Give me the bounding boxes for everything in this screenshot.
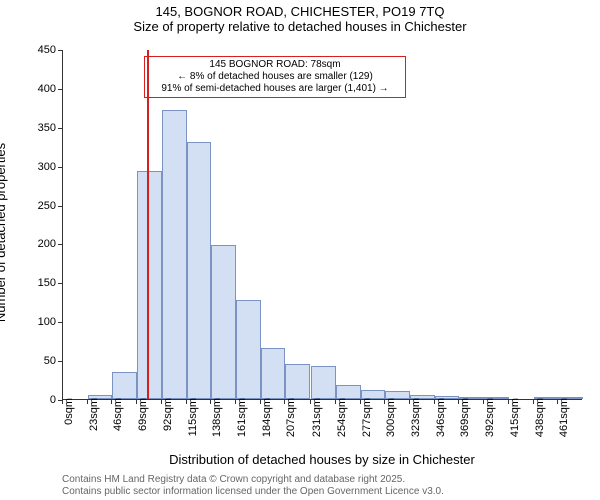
annotation-line1: 145 BOGNOR ROAD: 78sqm <box>149 59 401 71</box>
y-tick-label: 400 <box>16 83 56 95</box>
y-tick-mark <box>58 89 62 90</box>
x-tick-label: 392sqm <box>484 398 496 448</box>
y-tick-label: 100 <box>16 316 56 328</box>
x-tick-label: 346sqm <box>435 398 447 448</box>
y-tick-mark <box>58 206 62 207</box>
x-tick-label: 277sqm <box>361 398 373 448</box>
histogram-bar <box>311 366 336 399</box>
y-tick-label: 300 <box>16 161 56 173</box>
y-tick-mark <box>58 322 62 323</box>
footer-line1: Contains HM Land Registry data © Crown c… <box>62 474 444 486</box>
x-tick-label: 231sqm <box>311 398 323 448</box>
plot-box <box>62 50 582 400</box>
y-tick-label: 450 <box>16 44 56 56</box>
x-tick-label: 369sqm <box>459 398 471 448</box>
x-tick-label: 23sqm <box>88 398 100 448</box>
x-tick-label: 115sqm <box>187 398 199 448</box>
annotation-line2: ← 8% of detached houses are smaller (129… <box>149 71 401 83</box>
y-tick-label: 150 <box>16 277 56 289</box>
histogram-bar <box>211 245 236 399</box>
histogram-bar <box>112 372 137 399</box>
y-axis-label: Number of detached properties <box>0 143 8 322</box>
y-tick-label: 200 <box>16 238 56 250</box>
y-tick-mark <box>58 283 62 284</box>
annotation-line3: 91% of semi-detached houses are larger (… <box>149 83 401 95</box>
histogram-bar <box>137 171 162 399</box>
y-tick-label: 250 <box>16 200 56 212</box>
y-tick-label: 350 <box>16 122 56 134</box>
histogram-bar <box>236 300 261 399</box>
x-tick-label: 461sqm <box>558 398 570 448</box>
y-tick-mark <box>58 167 62 168</box>
x-tick-label: 138sqm <box>211 398 223 448</box>
x-tick-label: 438sqm <box>534 398 546 448</box>
histogram-bar <box>261 348 286 399</box>
x-tick-label: 415sqm <box>509 398 521 448</box>
x-tick-label: 161sqm <box>236 398 248 448</box>
histogram-bar <box>336 385 361 399</box>
title-line2: Size of property relative to detached ho… <box>0 19 600 34</box>
x-axis-label: Distribution of detached houses by size … <box>62 452 582 467</box>
y-tick-mark <box>58 50 62 51</box>
x-tick-label: 300sqm <box>385 398 397 448</box>
x-tick-label: 0sqm <box>63 398 75 448</box>
x-tick-label: 323sqm <box>410 398 422 448</box>
marker-line <box>147 50 149 399</box>
histogram-bar <box>187 142 212 399</box>
footer: Contains HM Land Registry data © Crown c… <box>62 474 444 498</box>
annotation-box: 145 BOGNOR ROAD: 78sqm ← 8% of detached … <box>144 56 406 98</box>
y-tick-label: 50 <box>16 355 56 367</box>
y-tick-mark <box>58 361 62 362</box>
plot-area: 145 BOGNOR ROAD: 78sqm ← 8% of detached … <box>62 50 582 400</box>
x-tick-label: 46sqm <box>112 398 124 448</box>
x-tick-label: 69sqm <box>137 398 149 448</box>
histogram-bar <box>285 364 310 399</box>
y-tick-mark <box>58 128 62 129</box>
histogram-bar <box>162 110 187 399</box>
y-tick-label: 0 <box>16 394 56 406</box>
x-tick-label: 184sqm <box>261 398 273 448</box>
x-tick-label: 207sqm <box>285 398 297 448</box>
x-tick-label: 254sqm <box>336 398 348 448</box>
title-block: 145, BOGNOR ROAD, CHICHESTER, PO19 7TQ S… <box>0 4 600 34</box>
chart-container: 145, BOGNOR ROAD, CHICHESTER, PO19 7TQ S… <box>0 0 600 500</box>
x-tick-label: 92sqm <box>162 398 174 448</box>
y-tick-mark <box>58 244 62 245</box>
title-line1: 145, BOGNOR ROAD, CHICHESTER, PO19 7TQ <box>0 4 600 19</box>
footer-line2: Contains public sector information licen… <box>62 486 444 498</box>
